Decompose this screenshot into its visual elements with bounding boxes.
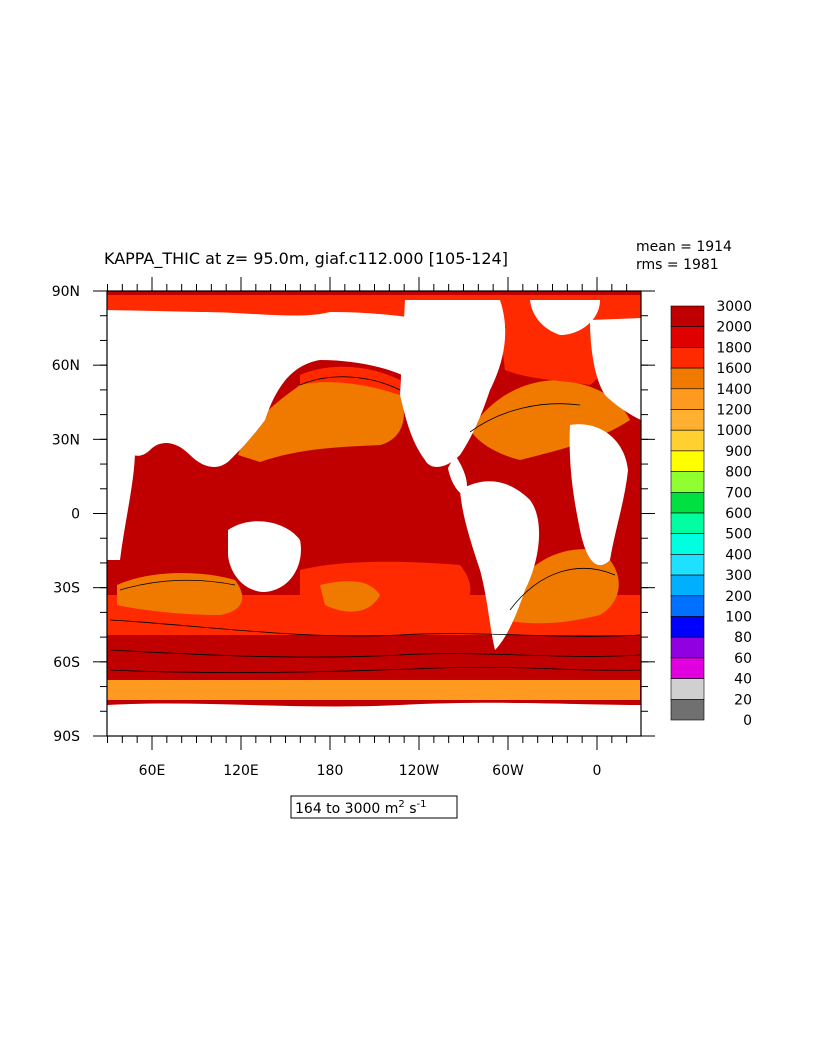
colorbar-label: 300 [725, 568, 752, 584]
north-pacific-orange [238, 378, 404, 462]
svg-text:164 to 3000 m2 s-1: 164 to 3000 m2 s-1 [295, 799, 427, 817]
north-atlantic-red [500, 318, 611, 385]
x-tick-label: 120E [223, 763, 259, 779]
colorbar-label: 800 [725, 465, 752, 481]
colorbar-swatch [670, 636, 705, 659]
colorbar-label: 500 [725, 527, 752, 543]
axis-ticks [93, 277, 655, 750]
colorbar-swatch [670, 554, 705, 576]
colorbar: 3000200018001600140012001000900800700600… [670, 299, 752, 729]
colorbar-swatch [670, 595, 705, 617]
y-axis: 90N 60N 30N 0 30S 60S 90S [52, 284, 80, 745]
land-masses [107, 300, 641, 736]
mean-label: mean = 1914 [636, 239, 732, 255]
colorbar-swatch [670, 326, 705, 348]
colorbar-swatch [670, 698, 705, 721]
colorbar-label: 20 [734, 692, 752, 708]
range-box: 164 to 3000 m2 s-1 [290, 795, 458, 819]
colorbar-swatch [670, 388, 705, 410]
colorbar-swatch [670, 512, 705, 535]
colorbar-swatch [670, 347, 705, 369]
x-tick-label: 0 [593, 763, 602, 779]
colorbar-label: 100 [725, 610, 752, 626]
colorbar-label: 1400 [716, 382, 752, 398]
colorbar-label: 200 [725, 589, 752, 605]
y-tick-label: 30N [52, 432, 80, 448]
colorbar-label: 80 [734, 630, 752, 646]
y-tick-label: 30S [53, 581, 80, 597]
colorbar-label: 0 [743, 713, 752, 729]
colorbar-swatch [670, 491, 705, 514]
x-tick-label: 60E [139, 763, 166, 779]
y-tick-label: 90N [52, 284, 80, 300]
colorbar-label: 700 [725, 485, 752, 501]
colorbar-label: 400 [725, 547, 752, 563]
colorbar-swatch [670, 678, 705, 700]
colorbar-label: 1000 [716, 423, 752, 439]
colorbar-swatch [670, 533, 705, 555]
colorbar-label: 3000 [716, 299, 752, 315]
colorbar-label: 600 [725, 506, 752, 522]
range-sup-2: -1 [417, 799, 427, 810]
south-pacific-orange [320, 581, 380, 612]
contour-lines [109, 376, 641, 674]
range-text: 164 to 3000 m [295, 801, 398, 817]
colorbar-label: 1600 [716, 361, 752, 377]
plot-title: KAPPA_THIC at z= 95.0m, giaf.c112.000 [1… [104, 249, 508, 269]
north-pacific-red [300, 366, 400, 395]
y-tick-label: 60N [52, 358, 80, 374]
colorbar-label: 1200 [716, 403, 752, 419]
colorbar-swatch [670, 574, 705, 597]
colorbar-swatch [670, 305, 705, 328]
y-tick-label: 60S [53, 655, 80, 671]
colorbar-swatch [670, 429, 705, 452]
colorbar-swatch [670, 616, 705, 638]
colorbar-label: 60 [734, 651, 752, 667]
x-axis: 60E 120E 180 120W 60W 0 [139, 763, 602, 779]
y-tick-label: 90S [53, 729, 80, 745]
antarctic-fringe [107, 680, 640, 700]
colorbar-swatch [670, 409, 705, 431]
x-tick-label: 180 [317, 763, 344, 779]
x-tick-label: 120W [399, 763, 440, 779]
range-unit-s: s [405, 801, 417, 817]
rms-label: rms = 1981 [636, 257, 719, 273]
colorbar-label: 900 [725, 444, 752, 460]
north-atlantic-orange [470, 380, 630, 460]
x-tick-label: 60W [492, 763, 524, 779]
map-plot [93, 277, 655, 750]
y-tick-label: 0 [71, 507, 80, 523]
colorbar-swatch [670, 450, 705, 472]
colorbar-swatch [670, 471, 705, 493]
colorbar-swatch [670, 367, 705, 390]
colorbar-swatch [670, 657, 705, 679]
colorbar-label: 1800 [716, 340, 752, 356]
colorbar-label: 40 [734, 672, 752, 688]
colorbar-label: 2000 [716, 320, 752, 336]
range-sup-1: 2 [398, 799, 404, 810]
